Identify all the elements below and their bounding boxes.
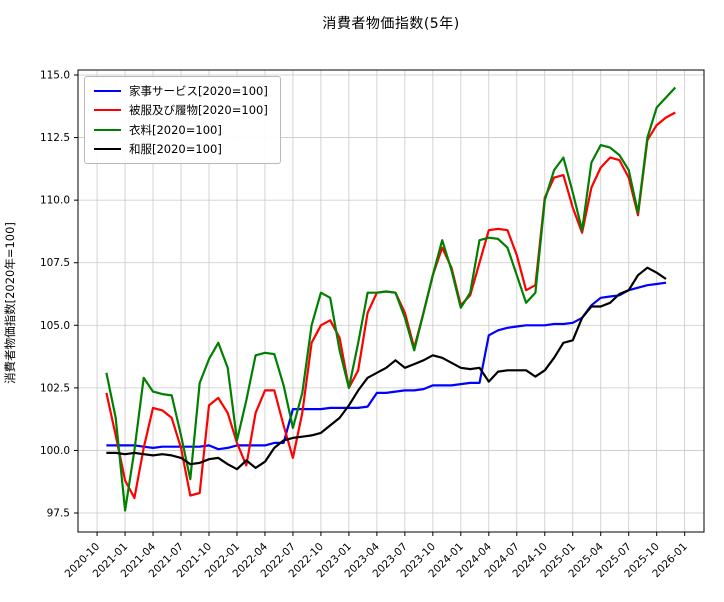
legend-box: 家事サービス[2020=100] 被服及び履物[2020=100] 衣料[2020=… bbox=[84, 76, 281, 164]
axes-spines bbox=[77, 69, 705, 533]
legend-line-sample bbox=[94, 89, 121, 92]
legend-label: 衣料[2020=100] bbox=[129, 122, 222, 137]
tick-marks bbox=[74, 74, 686, 536]
y-tick-label: 100.0 bbox=[40, 445, 70, 457]
y-tick-label: 107.5 bbox=[40, 257, 70, 269]
series-lines bbox=[105, 86, 677, 512]
series-line-0 bbox=[106, 281, 667, 451]
series-line-2 bbox=[105, 86, 677, 512]
legend-label: 和服[2020=100] bbox=[129, 142, 222, 156]
y-tick-label: 112.5 bbox=[40, 132, 70, 144]
y-tick-label: 102.5 bbox=[40, 382, 70, 394]
legend-item-2: 衣料[2020=100] bbox=[94, 122, 268, 137]
y-tick-label: 115.0 bbox=[40, 70, 70, 82]
legend-item-1: 被服及び履物[2020=100] bbox=[94, 103, 268, 118]
legend-label: 家事サービス[2020=100] bbox=[129, 83, 268, 98]
y-tick-label: 110.0 bbox=[40, 195, 70, 207]
chart-title: 消費者物価指数(5年) bbox=[322, 16, 460, 32]
legend-item-3: 和服[2020=100] bbox=[94, 142, 268, 157]
y-tick-label: 105.0 bbox=[40, 320, 70, 332]
legend-line-sample bbox=[94, 148, 121, 150]
legend-item-0: 家事サービス[2020=100] bbox=[94, 83, 268, 98]
series-line-3 bbox=[106, 266, 667, 471]
y-tick-label: 97.5 bbox=[47, 508, 70, 520]
legend-label: 被服及び履物[2020=100] bbox=[129, 103, 268, 117]
legend-line-sample bbox=[94, 109, 121, 111]
legend-line-sample bbox=[94, 128, 121, 131]
